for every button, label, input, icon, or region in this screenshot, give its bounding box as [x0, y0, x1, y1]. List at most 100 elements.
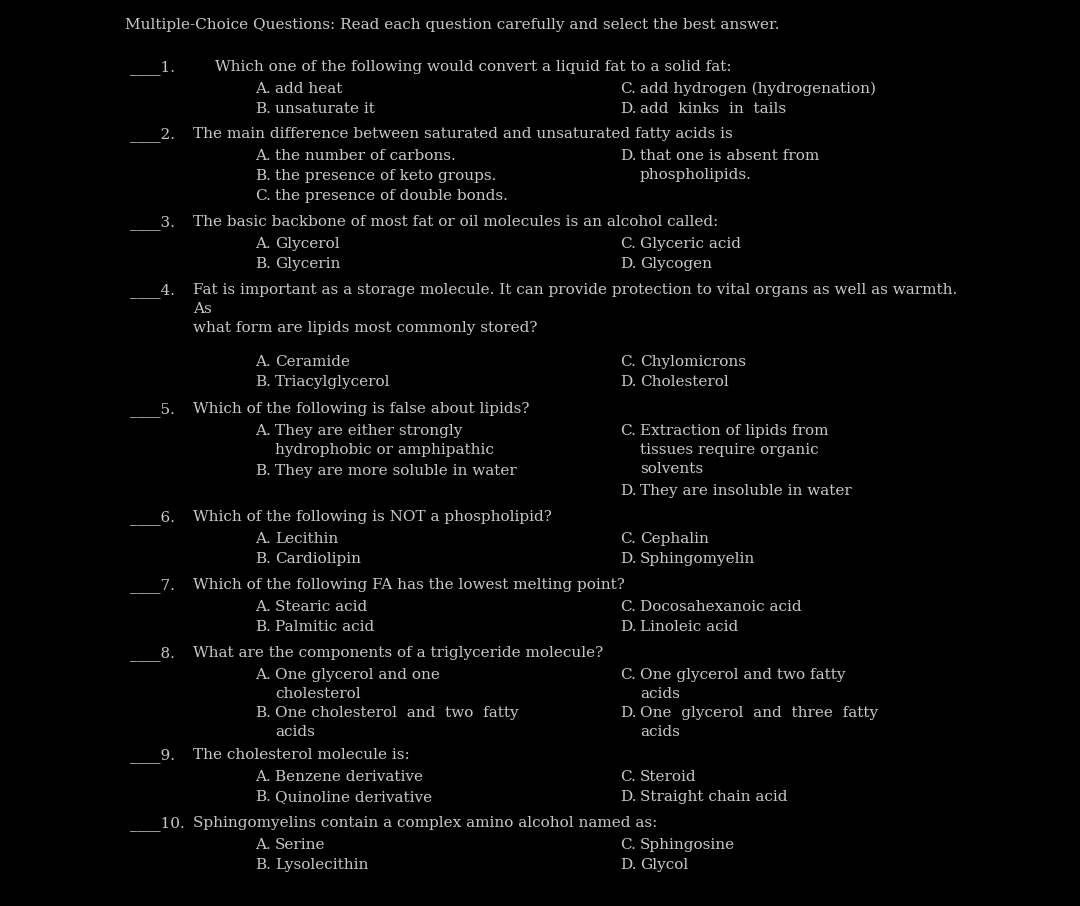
Text: Docosahexanoic acid: Docosahexanoic acid — [640, 600, 801, 614]
Text: Steroid: Steroid — [640, 770, 697, 784]
Text: They are either strongly
hydrophobic or amphipathic: They are either strongly hydrophobic or … — [275, 424, 494, 457]
Text: The main difference between saturated and unsaturated fatty acids is: The main difference between saturated an… — [193, 127, 732, 141]
Text: C.: C. — [620, 668, 636, 682]
Text: A.: A. — [255, 82, 271, 96]
Text: C.: C. — [620, 600, 636, 614]
Text: A.: A. — [255, 838, 271, 852]
Text: add  kinks  in  tails: add kinks in tails — [640, 102, 786, 116]
Text: A.: A. — [255, 668, 271, 682]
Text: add heat: add heat — [275, 82, 342, 96]
Text: A.: A. — [255, 532, 271, 546]
Text: C.: C. — [620, 770, 636, 784]
Text: Cardiolipin: Cardiolipin — [275, 552, 361, 566]
Text: ____2.: ____2. — [130, 127, 175, 142]
Text: Cephalin: Cephalin — [640, 532, 708, 546]
Text: B.: B. — [255, 620, 271, 634]
Text: Stearic acid: Stearic acid — [275, 600, 367, 614]
Text: Cholesterol: Cholesterol — [640, 375, 729, 389]
Text: A.: A. — [255, 355, 271, 369]
Text: D.: D. — [620, 858, 636, 872]
Text: Glycerol: Glycerol — [275, 237, 339, 251]
Text: D.: D. — [620, 149, 636, 163]
Text: D.: D. — [620, 790, 636, 804]
Text: Multiple-Choice Questions: Read each question carefully and select the best answ: Multiple-Choice Questions: Read each que… — [125, 18, 780, 32]
Text: B.: B. — [255, 790, 271, 804]
Text: D.: D. — [620, 102, 636, 116]
Text: Serine: Serine — [275, 838, 325, 852]
Text: Glycerin: Glycerin — [275, 257, 340, 271]
Text: add hydrogen (hydrogenation): add hydrogen (hydrogenation) — [640, 82, 876, 96]
Text: C.: C. — [620, 82, 636, 96]
Text: D.: D. — [620, 484, 636, 498]
Text: Palmitic acid: Palmitic acid — [275, 620, 375, 634]
Text: B.: B. — [255, 169, 271, 183]
Text: ____10.: ____10. — [130, 816, 185, 831]
Text: B.: B. — [255, 102, 271, 116]
Text: C.: C. — [620, 237, 636, 251]
Text: C.: C. — [620, 355, 636, 369]
Text: ____5.: ____5. — [130, 402, 175, 417]
Text: Quinoline derivative: Quinoline derivative — [275, 790, 432, 804]
Text: The cholesterol molecule is:: The cholesterol molecule is: — [193, 748, 409, 762]
Text: A.: A. — [255, 149, 271, 163]
Text: C.: C. — [620, 532, 636, 546]
Text: Sphingomyelin: Sphingomyelin — [640, 552, 755, 566]
Text: D.: D. — [620, 706, 636, 720]
Text: Linoleic acid: Linoleic acid — [640, 620, 739, 634]
Text: Triacylglycerol: Triacylglycerol — [275, 375, 391, 389]
Text: ____3.: ____3. — [130, 215, 175, 230]
Text: that one is absent from
phospholipids.: that one is absent from phospholipids. — [640, 149, 820, 182]
Text: A.: A. — [255, 424, 271, 438]
Text: One glycerol and one
cholesterol: One glycerol and one cholesterol — [275, 668, 440, 701]
Text: ____4.: ____4. — [130, 283, 175, 298]
Text: Chylomicrons: Chylomicrons — [640, 355, 746, 369]
Text: C.: C. — [620, 838, 636, 852]
Text: ____7.: ____7. — [130, 578, 175, 593]
Text: One  glycerol  and  three  fatty
acids: One glycerol and three fatty acids — [640, 706, 878, 739]
Text: C.: C. — [255, 189, 271, 203]
Text: the presence of keto groups.: the presence of keto groups. — [275, 169, 497, 183]
Text: Ceramide: Ceramide — [275, 355, 350, 369]
Text: B.: B. — [255, 706, 271, 720]
Text: D.: D. — [620, 620, 636, 634]
Text: ____9.: ____9. — [130, 748, 175, 763]
Text: Benzene derivative: Benzene derivative — [275, 770, 423, 784]
Text: ____8.: ____8. — [130, 646, 175, 660]
Text: Lecithin: Lecithin — [275, 532, 338, 546]
Text: The basic backbone of most fat or oil molecules is an alcohol called:: The basic backbone of most fat or oil mo… — [193, 215, 718, 229]
Text: ____1.: ____1. — [130, 60, 175, 75]
Text: B.: B. — [255, 375, 271, 389]
Text: What are the components of a triglyceride molecule?: What are the components of a triglycerid… — [193, 646, 604, 660]
Text: B.: B. — [255, 858, 271, 872]
Text: B.: B. — [255, 464, 271, 478]
Text: B.: B. — [255, 257, 271, 271]
Text: They are more soluble in water: They are more soluble in water — [275, 464, 516, 478]
Text: One glycerol and two fatty
acids: One glycerol and two fatty acids — [640, 668, 846, 701]
Text: unsaturate it: unsaturate it — [275, 102, 375, 116]
Text: Glyceric acid: Glyceric acid — [640, 237, 741, 251]
Text: B.: B. — [255, 552, 271, 566]
Text: the number of carbons.: the number of carbons. — [275, 149, 456, 163]
Text: ____6.: ____6. — [130, 510, 175, 525]
Text: Which of the following FA has the lowest melting point?: Which of the following FA has the lowest… — [193, 578, 625, 592]
Text: D.: D. — [620, 552, 636, 566]
Text: A.: A. — [255, 600, 271, 614]
Text: D.: D. — [620, 257, 636, 271]
Text: Which one of the following would convert a liquid fat to a solid fat:: Which one of the following would convert… — [215, 60, 731, 74]
Text: Lysolecithin: Lysolecithin — [275, 858, 368, 872]
Text: They are insoluble in water: They are insoluble in water — [640, 484, 852, 498]
Text: D.: D. — [620, 375, 636, 389]
Text: Glycol: Glycol — [640, 858, 688, 872]
Text: Which of the following is false about lipids?: Which of the following is false about li… — [193, 402, 529, 416]
Text: Fat is important as a storage molecule. It can provide protection to vital organ: Fat is important as a storage molecule. … — [193, 283, 957, 335]
Text: Extraction of lipids from
tissues require organic
solvents: Extraction of lipids from tissues requir… — [640, 424, 828, 476]
Text: A.: A. — [255, 770, 271, 784]
Text: Which of the following is NOT a phospholipid?: Which of the following is NOT a phosphol… — [193, 510, 552, 524]
Text: Sphingosine: Sphingosine — [640, 838, 735, 852]
Text: A.: A. — [255, 237, 271, 251]
Text: Glycogen: Glycogen — [640, 257, 712, 271]
Text: Sphingomyelins contain a complex amino alcohol named as:: Sphingomyelins contain a complex amino a… — [193, 816, 658, 830]
Text: One cholesterol  and  two  fatty
acids: One cholesterol and two fatty acids — [275, 706, 518, 739]
Text: the presence of double bonds.: the presence of double bonds. — [275, 189, 508, 203]
Text: Straight chain acid: Straight chain acid — [640, 790, 787, 804]
